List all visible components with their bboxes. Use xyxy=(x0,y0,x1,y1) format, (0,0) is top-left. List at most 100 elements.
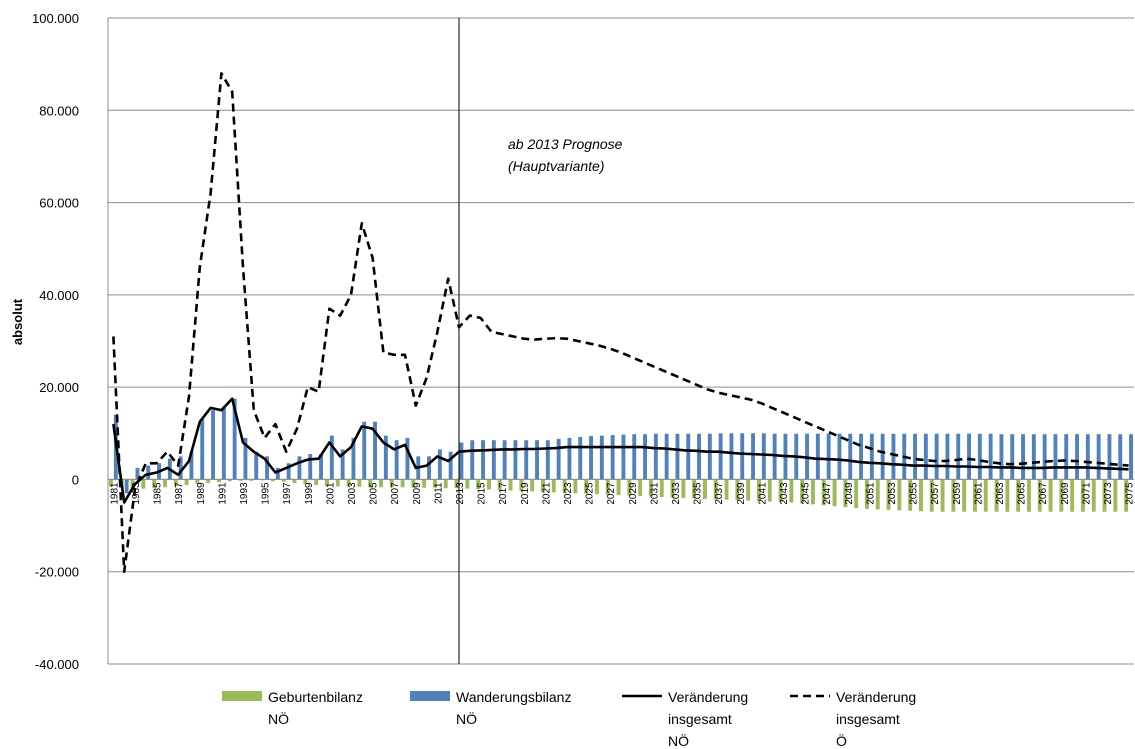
bar-geburtenbilanz xyxy=(767,479,772,502)
bar-wanderungsbilanz xyxy=(859,433,863,480)
bar-geburtenbilanz xyxy=(163,479,167,488)
x-tick-label: 2009 xyxy=(412,482,423,505)
x-tick-label: 2041 xyxy=(757,482,768,505)
bar-geburtenbilanz xyxy=(130,479,135,489)
bar-geburtenbilanz xyxy=(551,479,556,493)
bar-wanderungsbilanz xyxy=(891,433,896,480)
bar-geburtenbilanz xyxy=(1005,479,1010,512)
bar-geburtenbilanz xyxy=(497,479,502,491)
bar-geburtenbilanz xyxy=(487,479,491,490)
bar-geburtenbilanz xyxy=(757,479,761,502)
bar-geburtenbilanz xyxy=(1124,479,1129,512)
bar-wanderungsbilanz xyxy=(1010,434,1015,480)
bar-wanderungsbilanz xyxy=(405,437,410,480)
bar-geburtenbilanz xyxy=(854,479,859,509)
bar-geburtenbilanz xyxy=(281,479,286,482)
bar-geburtenbilanz xyxy=(238,479,243,481)
bar-wanderungsbilanz xyxy=(923,433,928,480)
bar-wanderungsbilanz xyxy=(221,407,226,480)
x-tick-label: 1983 xyxy=(131,482,142,505)
bar-geburtenbilanz xyxy=(659,479,664,497)
bar-wanderungsbilanz xyxy=(772,433,777,480)
bar-wanderungsbilanz xyxy=(567,437,572,480)
bar-geburtenbilanz xyxy=(929,479,934,512)
bar-geburtenbilanz xyxy=(994,479,999,512)
x-tick-label: 2019 xyxy=(520,482,531,505)
legend: Geburtenbilanz NÖ Wanderungsbilanz NÖ Veränd… xyxy=(222,689,916,749)
bar-wanderungsbilanz xyxy=(664,433,669,480)
bar-wanderungsbilanz xyxy=(988,433,993,480)
bar-geburtenbilanz xyxy=(141,479,146,489)
bar-geburtenbilanz xyxy=(217,479,221,483)
annotation-line-2: (Hauptvariante) xyxy=(508,158,605,174)
bar-geburtenbilanz xyxy=(973,479,977,512)
bar-wanderungsbilanz xyxy=(502,440,507,480)
x-tick-label: 2039 xyxy=(736,482,747,505)
x-tick-label: 2057 xyxy=(930,482,941,505)
x-tick-label: 1993 xyxy=(239,482,250,505)
bar-geburtenbilanz xyxy=(875,479,880,510)
bar-wanderungsbilanz xyxy=(535,440,539,480)
bar-geburtenbilanz xyxy=(595,479,599,495)
x-tick-label: 2069 xyxy=(1060,482,1071,505)
bar-geburtenbilanz xyxy=(541,479,545,492)
bar-geburtenbilanz xyxy=(908,479,913,511)
bar-wanderungsbilanz xyxy=(815,433,820,480)
bar-wanderungsbilanz xyxy=(1064,434,1069,480)
y-tick-label: 20.000 xyxy=(39,380,79,395)
bar-wanderungsbilanz xyxy=(297,456,302,480)
bar-geburtenbilanz xyxy=(454,479,459,489)
bar-wanderungsbilanz xyxy=(135,467,140,480)
legend-label: Wanderungsbilanz xyxy=(456,689,571,705)
x-tick-label: 2059 xyxy=(952,482,963,505)
bar-geburtenbilanz xyxy=(368,479,373,488)
x-tick-label: 2063 xyxy=(995,482,1006,505)
bar-wanderungsbilanz xyxy=(394,440,399,480)
legend-label: Geburtenbilanz xyxy=(268,689,363,705)
x-tick-label: 2007 xyxy=(390,482,401,505)
bar-wanderungsbilanz xyxy=(869,433,874,480)
x-tick-label: 2003 xyxy=(347,482,358,505)
x-tick-label: 2025 xyxy=(585,482,596,505)
x-tick-label: 1991 xyxy=(217,482,228,505)
bar-wanderungsbilanz xyxy=(200,419,205,480)
x-tick-label: 2023 xyxy=(563,482,574,505)
bar-wanderungsbilanz xyxy=(675,433,680,480)
bar-geburtenbilanz xyxy=(649,479,653,497)
bar-geburtenbilanz xyxy=(670,479,675,498)
bar-geburtenbilanz xyxy=(1091,479,1096,512)
x-tick-label: 2051 xyxy=(865,482,876,505)
bar-wanderungsbilanz xyxy=(621,434,626,480)
bar-wanderungsbilanz xyxy=(729,433,734,480)
x-tick-label: 1987 xyxy=(174,482,185,505)
bar-wanderungsbilanz xyxy=(913,433,917,480)
bar-geburtenbilanz xyxy=(519,479,524,491)
y-tick-label: -40.000 xyxy=(35,657,79,672)
bar-geburtenbilanz xyxy=(335,479,340,487)
axes xyxy=(107,18,1134,664)
y-tick-label: 100.000 xyxy=(32,11,79,26)
lines xyxy=(112,72,1129,574)
bar-geburtenbilanz xyxy=(951,479,956,512)
bar-wanderungsbilanz xyxy=(178,456,183,480)
y-tick-label: -20.000 xyxy=(35,565,79,580)
x-tick-label: 1999 xyxy=(304,482,315,505)
bar-wanderungsbilanz xyxy=(1129,434,1133,480)
bar-wanderungsbilanz xyxy=(545,440,550,480)
x-tick-label: 2043 xyxy=(779,482,790,505)
bar-wanderungsbilanz xyxy=(448,451,453,480)
bar-wanderungsbilanz xyxy=(243,437,248,480)
bar-wanderungsbilanz xyxy=(427,456,431,480)
bar-geburtenbilanz xyxy=(811,479,815,505)
bar-wanderungsbilanz xyxy=(599,435,604,480)
bar-wanderungsbilanz xyxy=(556,438,561,480)
bar-geburtenbilanz xyxy=(443,479,448,489)
legend-swatch xyxy=(222,691,262,701)
x-tick-label: 1981 xyxy=(109,482,120,505)
bar-wanderungsbilanz xyxy=(189,451,194,480)
bar-geburtenbilanz xyxy=(584,479,589,494)
legend-label: NÖ xyxy=(668,732,689,749)
bar-wanderungsbilanz xyxy=(686,433,691,480)
bar-geburtenbilanz xyxy=(983,479,988,512)
